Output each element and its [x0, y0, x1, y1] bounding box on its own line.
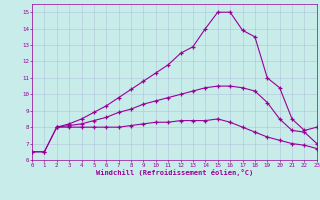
- X-axis label: Windchill (Refroidissement éolien,°C): Windchill (Refroidissement éolien,°C): [96, 169, 253, 176]
